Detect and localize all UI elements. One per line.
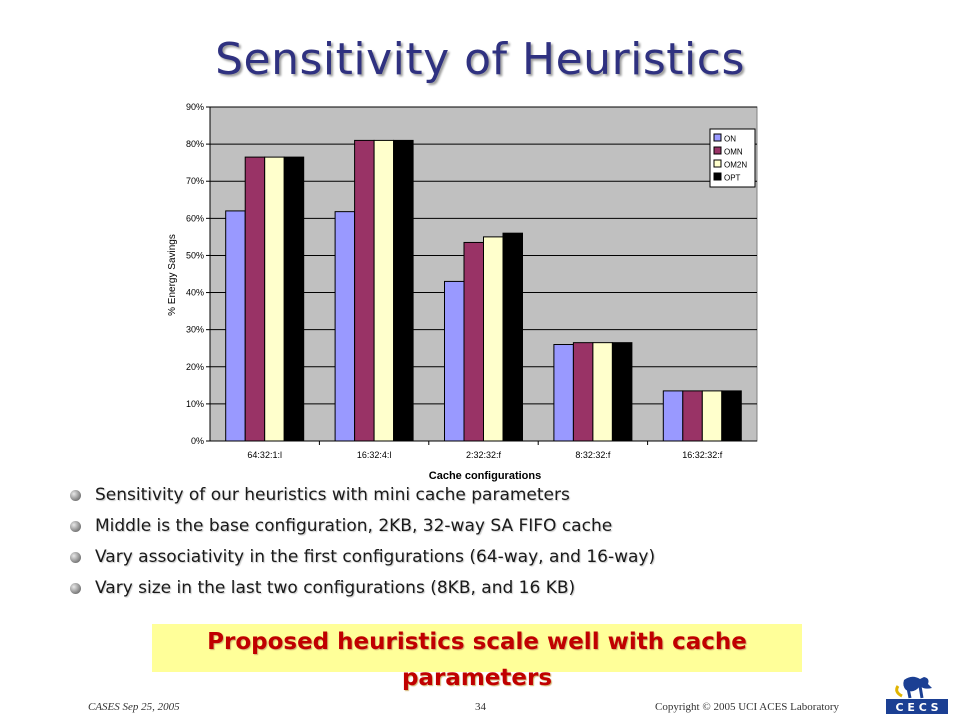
bullet-list: Sensitivity of our heuristics with mini … xyxy=(70,482,655,606)
bar-on xyxy=(334,211,356,442)
bar-om2n xyxy=(701,390,723,442)
bullet-icon xyxy=(70,552,81,563)
bullet-item: Sensitivity of our heuristics with mini … xyxy=(70,482,655,513)
legend-swatch xyxy=(713,133,722,142)
bar-omn xyxy=(572,342,594,442)
y-tick-label: 30% xyxy=(186,325,204,335)
x-tick-label: 2:32:32:f xyxy=(466,450,502,460)
legend-swatch xyxy=(713,146,722,155)
x-tick-label: 16:32:32:f xyxy=(682,450,723,460)
footer-page-number: 34 xyxy=(475,701,486,713)
bar-opt xyxy=(611,342,633,442)
y-axis-label: % Energy Savings xyxy=(167,234,178,316)
y-tick-label: 70% xyxy=(186,176,204,186)
bullet-item: Vary size in the last two configurations… xyxy=(70,575,655,606)
bar-opt xyxy=(393,139,414,442)
bullet-icon xyxy=(70,583,81,594)
bar-omn xyxy=(682,390,703,442)
y-tick-label: 60% xyxy=(186,213,204,223)
bar-omn xyxy=(463,241,484,442)
bullet-icon xyxy=(70,490,81,501)
x-tick-label: 8:32:32:f xyxy=(575,450,611,460)
footer-copyright: Copyright © 2005 UCI ACES Laboratory xyxy=(655,701,840,713)
bullet-item: Vary associativity in the first configur… xyxy=(70,544,655,575)
legend-swatch xyxy=(713,172,722,181)
bullet-text: Vary size in the last two configurations… xyxy=(95,578,576,598)
legend-label: ON xyxy=(724,135,736,144)
bar-om2n xyxy=(483,236,504,442)
bullet-icon xyxy=(70,521,81,532)
legend-label: OM2N xyxy=(724,161,747,170)
bar-on xyxy=(225,210,246,442)
bar-on xyxy=(662,390,684,442)
footer-conference: CASES Sep 25, 2005 xyxy=(88,701,180,713)
bullet-text: Middle is the base configuration, 2KB, 3… xyxy=(95,516,613,536)
bar-om2n xyxy=(264,156,285,442)
energy-savings-chart: 0% 10% 20% 30% 40% 50% 60% 70% 80% 90% 64:32:1:l 16… xyxy=(167,102,758,482)
bar-om2n xyxy=(373,139,395,442)
bullet-item: Middle is the base configuration, 2KB, 3… xyxy=(70,513,655,544)
legend-swatch xyxy=(713,159,722,168)
bar-opt xyxy=(502,232,523,442)
x-axis-label: Cache configurations xyxy=(429,470,541,482)
legend-label: OMN xyxy=(724,148,743,157)
y-tick-label: 20% xyxy=(186,362,204,372)
x-tick-label: 16:32:4:l xyxy=(357,450,392,460)
y-tick-label: 10% xyxy=(186,399,204,409)
cecs-logo-icon: C E C S xyxy=(884,674,950,716)
bar-omn xyxy=(244,156,266,442)
logo-text: C E C S xyxy=(895,701,938,714)
conclusion-callout: Proposed heuristics scale well with cach… xyxy=(152,624,802,691)
y-tick-label: 0% xyxy=(191,436,204,446)
bar-opt xyxy=(721,390,742,442)
slide-title: Sensitivity of Heuristics xyxy=(215,34,745,85)
bar-on xyxy=(553,344,574,442)
legend-label: OPT xyxy=(724,174,741,183)
bar-opt xyxy=(283,156,305,442)
bullet-text: Sensitivity of our heuristics with mini … xyxy=(95,485,570,505)
y-tick-label: 50% xyxy=(186,250,204,260)
bar-om2n xyxy=(592,342,613,442)
y-tick-label: 40% xyxy=(186,288,204,298)
y-tick-label: 80% xyxy=(186,139,204,149)
y-tick-label: 90% xyxy=(186,102,204,112)
bullet-text: Vary associativity in the first configur… xyxy=(95,547,656,567)
bar-on xyxy=(444,280,465,442)
x-tick-label: 64:32:1:l xyxy=(247,450,282,460)
bar-omn xyxy=(354,139,375,442)
